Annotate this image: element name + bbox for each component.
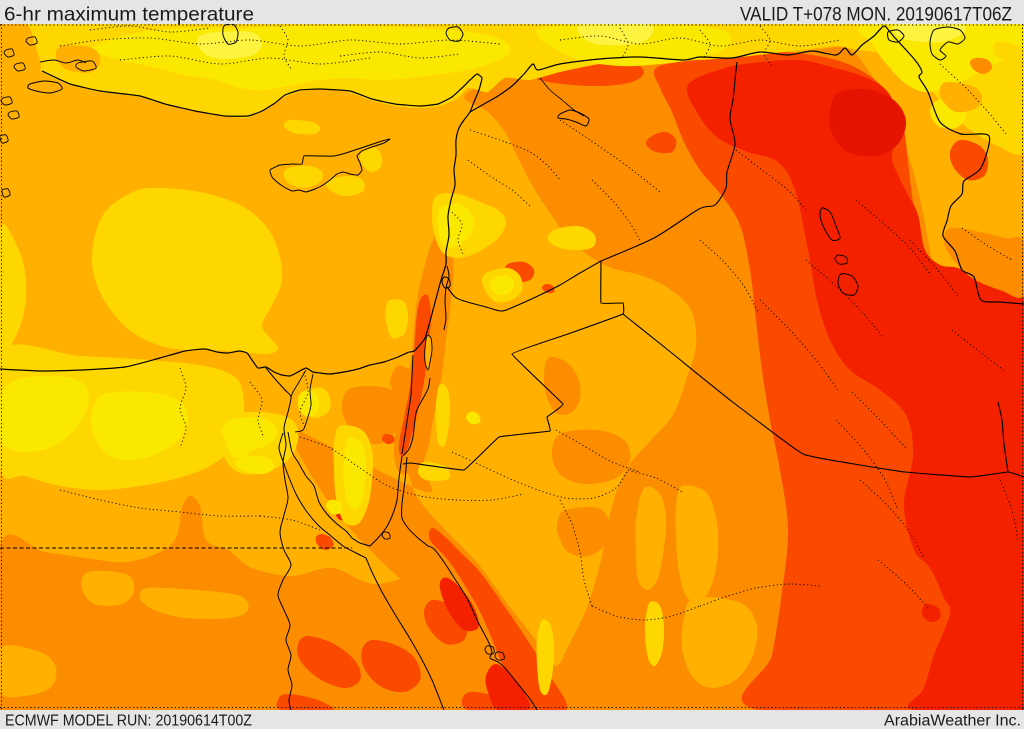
svg-text:6-hr maximum temperature: 6-hr maximum temperature bbox=[4, 4, 254, 26]
svg-text:ArabiaWeather Inc.: ArabiaWeather Inc. bbox=[884, 713, 1021, 730]
svg-text:ECMWF MODEL RUN: 20190614T00Z: ECMWF MODEL RUN: 20190614T00Z bbox=[5, 713, 252, 730]
svg-text:VALID T+078 MON. 20190617T06Z: VALID T+078 MON. 20190617T06Z bbox=[740, 4, 1012, 26]
